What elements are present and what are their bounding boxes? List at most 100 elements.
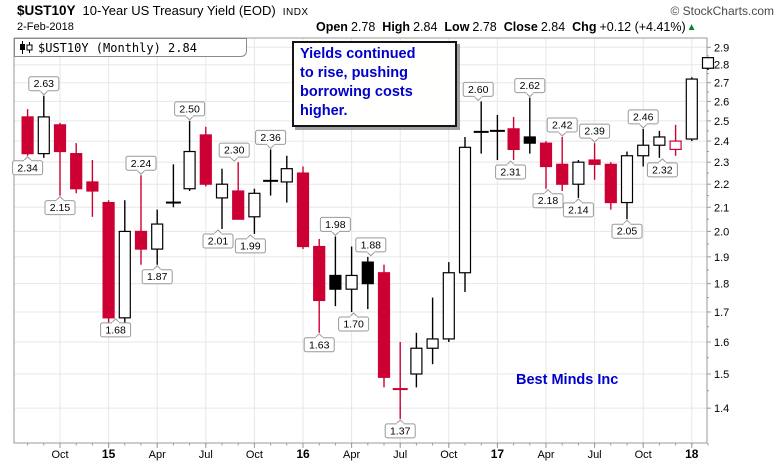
x-tick-label: Apr [149,449,166,461]
x-tick-label: 16 [296,447,310,461]
candle [86,160,99,217]
price-callout-label: 1.70 [343,318,364,330]
price-callout-label: 2.46 [633,111,654,123]
price-callout-label: 1.87 [147,271,168,283]
stockcharts-credit: © StockCharts.com [670,4,774,18]
x-tick-label: 17 [491,447,505,461]
candle [165,164,181,208]
candle [489,114,505,161]
y-tick-label: 1.8 [714,279,729,291]
price-callout-label: 2.60 [468,84,489,96]
x-axis: Oct 15 Apr Jul Oct 16 Apr Jul Oct 17 Apr Jul Oct 18 [27,443,709,461]
price-callout-label: 2.62 [520,80,541,92]
candle [458,136,472,292]
y-tick-label: 1.5 [714,369,729,381]
price-callout: 2.39 [579,123,611,143]
price-callout-label: 2.01 [208,235,229,247]
price-callout: 1.87 [141,265,173,285]
price-callout-label: 2.18 [538,195,559,207]
change-up-icon: ▲ [686,22,697,33]
x-tick-label: Jul [393,449,407,461]
candle [70,143,83,194]
close-label: Close [503,20,538,34]
plot-border [13,37,708,444]
chart-legend: $UST10Y (Monthly) 2.84 [14,38,247,57]
candle [604,162,617,210]
price-callout-label: 1.63 [309,339,330,351]
candle [248,188,261,234]
candle [507,116,520,161]
candle [37,95,50,158]
price-callout: 2.50 [174,101,206,121]
price-callout: 2.60 [462,81,494,102]
low-value: 2.78 [472,20,497,34]
annotation-line: borrowing costs [300,84,413,100]
price-callout-label: 1.98 [325,219,346,231]
price-callout-label: 1.88 [361,239,382,251]
candle [392,342,408,419]
price-callout: 2.63 [28,76,60,96]
price-callout: 2.46 [627,109,659,129]
y-tick-label: 1.4 [714,403,729,415]
candle [685,77,698,142]
x-tick-label: Apr [537,449,554,461]
price-callout-label: 2.42 [552,119,573,131]
y-tick-label: 1.7 [714,307,729,319]
page-title: 10-Year US Treasury Yield (EOD) [82,3,276,18]
price-callout: 2.62 [514,78,546,98]
price-callout: 2.14 [562,198,594,218]
candle [523,97,536,154]
candle [296,166,310,250]
price-callout: 1.88 [355,237,387,257]
candle [410,332,423,388]
annotation-note: Yields continued to rise, pushing borrow… [292,41,457,127]
price-callout: 2.34 [12,156,44,176]
price-callout-label: 2.39 [584,126,605,138]
y-tick-label: 2.5 [714,116,729,128]
candle [426,297,439,365]
candle [329,236,342,307]
price-callout-label: 1.37 [390,425,411,437]
candle [53,122,67,196]
candle [151,209,164,265]
open-value: 2.78 [350,20,376,34]
price-callout-label: 2.05 [617,226,638,238]
high-value: 2.84 [413,20,438,34]
price-callout: 1.63 [303,333,335,353]
price-callout: 1.98 [319,216,351,237]
price-callout: 2.15 [44,195,76,216]
candle [215,168,229,229]
candle [199,126,212,187]
candle [701,57,715,71]
x-tick-label: Oct [246,449,263,461]
candle [134,175,148,265]
y-tick-label: 2.1 [714,202,729,214]
price-callout-label: 2.24 [131,158,152,170]
y-tick-label: 2.6 [714,96,729,108]
x-tick-label: Jul [588,449,602,461]
price-callout: 2.30 [218,142,250,162]
y-tick-label: 2.2 [714,179,729,191]
candle [442,262,455,343]
price-callout: 2.05 [611,219,643,239]
high-label: High [382,20,411,34]
price-callout-label: 2.14 [568,204,589,216]
price-callout: 1.99 [234,234,266,254]
chg-label: Chg [572,20,597,34]
candlestick-chart-icon [20,41,33,54]
candle [556,136,569,192]
chart-date: 2-Feb-2018 [17,21,74,33]
price-callout-label: 2.30 [224,145,245,157]
legend-text: $UST10Y (Monthly) 2.84 [38,40,197,55]
exchange-tag: INDX [282,7,309,18]
price-callout-label: 2.31 [500,167,521,179]
candle [572,160,585,198]
x-tick-label: 15 [102,447,116,461]
y-tick-label: 2.9 [714,42,729,54]
y-tick-label: 2.8 [714,60,729,72]
annotation-line: Yields continued [300,46,416,62]
candle [588,143,601,180]
price-callouts: 2.34 2.63 2.15 1.68 2.24 1.87 2.50 2.01 2.30 1.99… [12,76,678,439]
watermark: Best Minds Inc [516,372,619,388]
candles [21,57,715,419]
